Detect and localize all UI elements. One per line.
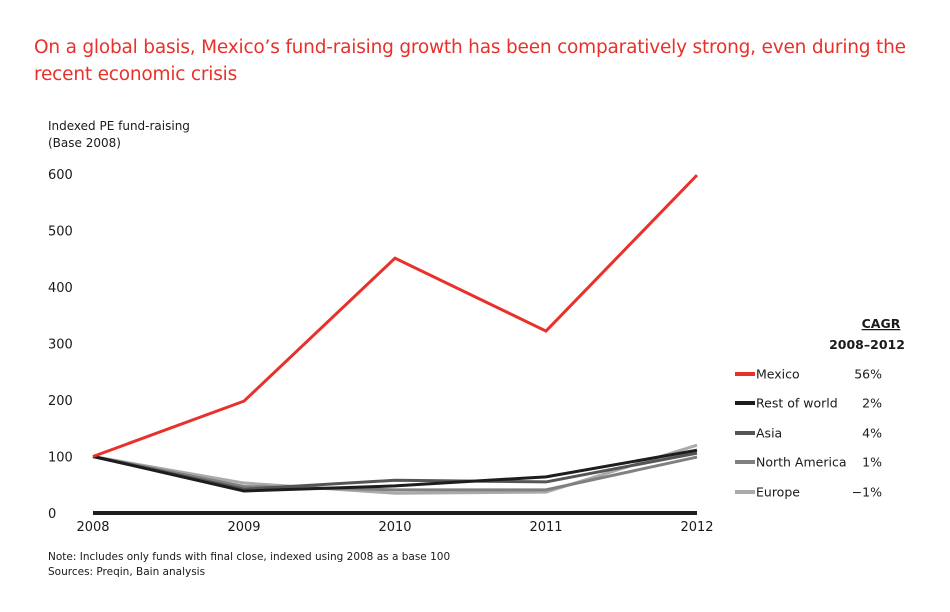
legend-label: Rest of world (756, 396, 838, 411)
footnote: Note: Includes only funds with final clo… (48, 550, 450, 580)
legend-item-europe: Europe −1% (735, 485, 882, 500)
series-lines (92, 174, 699, 495)
series-line-mexico (92, 174, 699, 458)
y-axis-label-line1: Indexed PE fund-raising (48, 119, 190, 133)
legend-item-asia: Asia 4% (735, 426, 882, 441)
legend-cagr-value: 1% (862, 455, 882, 470)
legend: CAGR 2008–2012 Mexico 56% Rest of world 2% A… (735, 316, 905, 500)
legend-label: Asia (756, 426, 782, 441)
legend-item-north-america: North America 1% (735, 455, 882, 470)
x-tick-label: 2009 (227, 520, 260, 535)
series-line-rest-of-world (92, 448, 698, 493)
legend-header-cagr: CAGR (862, 316, 901, 331)
y-tick-label: 500 (48, 225, 73, 240)
y-tick-label: 100 (48, 451, 73, 466)
y-tick-label: 600 (48, 168, 73, 183)
chart-title: On a global basis, Mexico’s fund-raising… (34, 37, 906, 85)
legend-header-years: 2008–2012 (829, 337, 905, 352)
x-tick-label: 2012 (680, 520, 713, 535)
legend-label: Mexico (756, 367, 800, 382)
y-axis-label: Indexed PE fund-raising (Base 2008) (48, 118, 190, 152)
footnote-note: Note: Includes only funds with final clo… (48, 551, 451, 563)
legend-label: Europe (756, 485, 800, 500)
y-tick-label: 400 (48, 281, 73, 296)
y-tick-label: 200 (48, 394, 73, 409)
legend-cagr-value: 2% (862, 396, 882, 411)
legend-cagr-value: 4% (862, 426, 882, 441)
x-tick-label: 2010 (378, 520, 411, 535)
legend-cagr-value: 56% (854, 367, 882, 382)
legend-item-rest-of-world: Rest of world 2% (735, 396, 882, 411)
legend-cagr-value: −1% (852, 485, 882, 500)
x-tick-label: 2008 (76, 520, 109, 535)
footnote-sources: Sources: Preqin, Bain analysis (48, 566, 206, 578)
y-tick-label: 0 (48, 507, 56, 522)
y-axis-label-line2: (Base 2008) (48, 136, 121, 150)
series-line-europe (92, 443, 698, 495)
y-axis-ticks: 0 100 200 300 400 500 600 (48, 168, 73, 522)
legend-label: North America (756, 455, 847, 470)
x-axis-ticks: 2008 2009 2010 2011 2012 (76, 520, 713, 535)
series-line-north-america (92, 455, 698, 492)
x-tick-label: 2011 (529, 520, 562, 535)
y-tick-label: 300 (48, 338, 73, 353)
legend-item-mexico: Mexico 56% (735, 367, 882, 382)
